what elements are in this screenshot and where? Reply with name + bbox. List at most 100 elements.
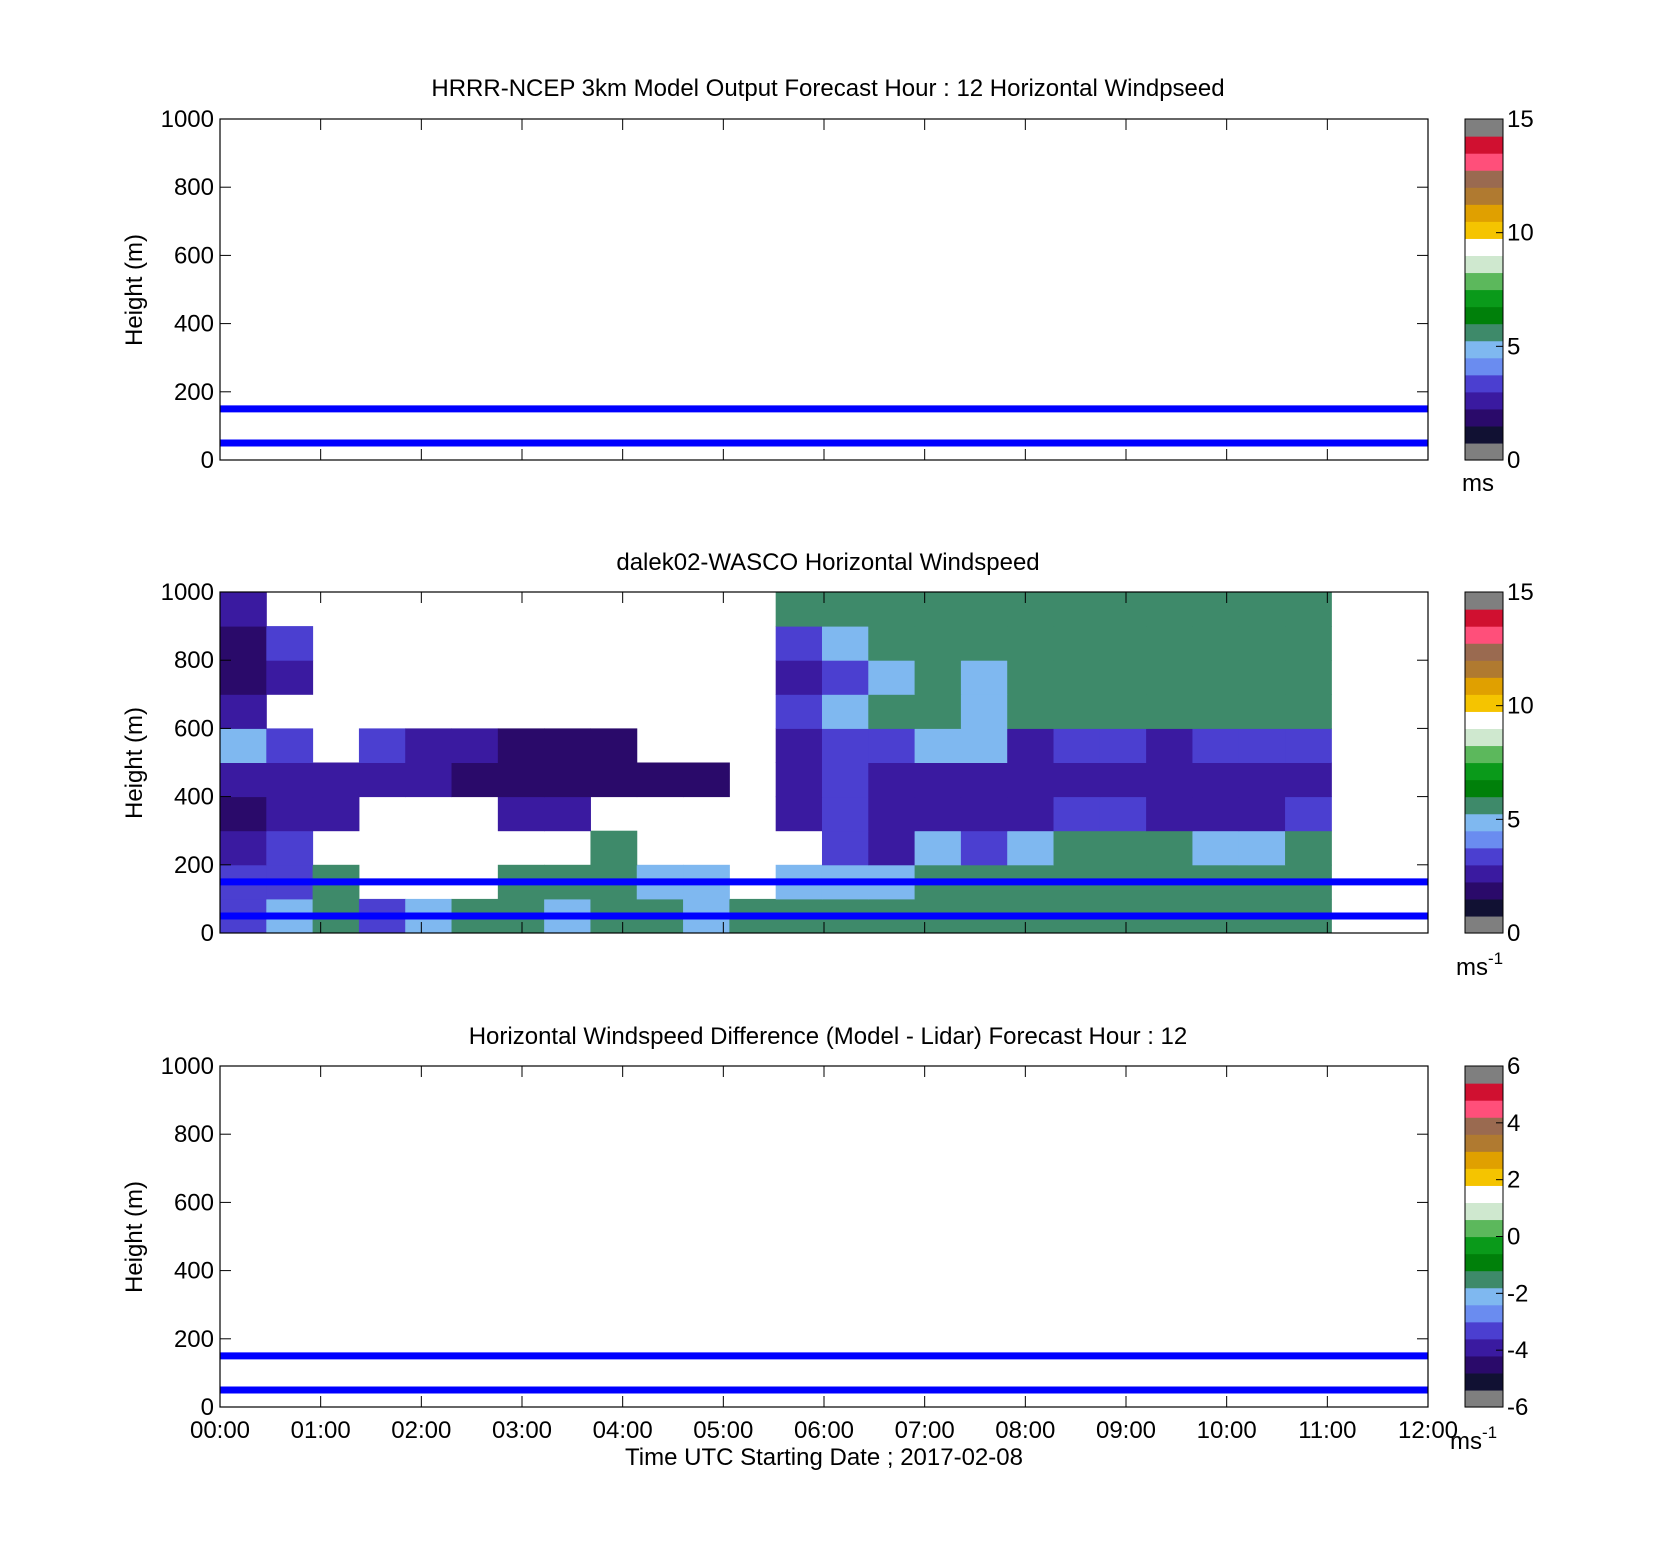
lidar-heatmap-cell [1099, 626, 1147, 661]
lidar-heatmap-cell [775, 660, 823, 695]
lidar-heatmap-cell [220, 626, 267, 661]
lidar-heatmap-cell [960, 694, 1008, 729]
difference-y-tick-label: 400 [174, 1258, 214, 1285]
lidar-heatmap-cell [544, 762, 591, 798]
lidar-heatmap-cell [636, 762, 684, 798]
difference-colorbar-swatch [1465, 1270, 1503, 1289]
lidar-heatmap-cell [1238, 796, 1286, 832]
lidar-heatmap-cell [1192, 592, 1240, 627]
difference-colorbar-swatch [1465, 1185, 1503, 1203]
lidar-heatmap-cell [960, 762, 1008, 798]
model-colorbar-swatch [1465, 170, 1503, 188]
lidar-heatmap-cell [1238, 592, 1286, 627]
difference-colorbar-swatch [1465, 1117, 1503, 1135]
lidar-heatmap-cell [1053, 830, 1101, 866]
lidar-heatmap-cell [1099, 830, 1147, 866]
difference-colorbar-swatch [1465, 1066, 1503, 1084]
lidar-y-axis-label: Height (m) [121, 707, 148, 819]
lidar-heatmap-cell [1285, 660, 1332, 695]
model-colorbar-swatch [1465, 357, 1503, 376]
model-colorbar-swatch [1465, 238, 1503, 256]
lidar-heatmap-cell [1192, 728, 1240, 763]
lidar-colorbar-swatch [1465, 796, 1503, 815]
difference-colorbar-tick-label: 2 [1507, 1167, 1520, 1194]
model-colorbar-swatch [1465, 289, 1503, 308]
lidar-heatmap-cell [1192, 660, 1240, 695]
lidar-heatmap-cell [1053, 626, 1101, 661]
lidar-heatmap-cell [220, 830, 267, 866]
lidar-colorbar-frame [1464, 591, 1504, 934]
lidar-colorbar-swatch [1465, 728, 1503, 747]
lidar-heatmap-cell [1053, 592, 1101, 627]
difference-reference-lines [220, 1352, 1428, 1394]
lidar-heatmap-cell [1192, 830, 1240, 866]
difference-colorbar-tick-label: 0 [1507, 1224, 1520, 1251]
lidar-heatmap-cell [914, 626, 962, 661]
difference-colorbar-swatch [1465, 1389, 1503, 1408]
model-panel: HRRR-NCEP 3km Model Output Forecast Hour… [121, 75, 1534, 497]
model-y-axis-label: Height (m) [121, 234, 148, 346]
model-colorbar-swatch [1465, 187, 1503, 205]
difference-x-tick-label: 03:00 [492, 1417, 552, 1444]
lidar-heatmap-cell [914, 796, 962, 832]
lidar-heatmap-cell [1192, 694, 1240, 729]
lidar-heatmap-cell [312, 762, 360, 798]
lidar-heatmap-cell [312, 796, 360, 832]
lidar-heatmap-cell [683, 762, 730, 798]
difference-colorbar-swatch [1465, 1100, 1503, 1118]
lidar-heatmap-cell [1099, 796, 1147, 832]
model-colorbar-unit: ms [1462, 470, 1494, 497]
lidar-heatmap-cell [1146, 830, 1193, 866]
difference-y-tick-label: 200 [174, 1326, 214, 1353]
difference-x-tick-label: 10:00 [1197, 1417, 1257, 1444]
lidar-heatmap-cell [960, 660, 1008, 695]
difference-colorbar-tick-label: 4 [1507, 1110, 1520, 1137]
lidar-heatmap-cell [451, 728, 499, 763]
lidar-heatmap-cell [1238, 660, 1286, 695]
lidar-heatmap-cell [821, 762, 869, 798]
lidar-heatmap-cell [266, 660, 314, 695]
lidar-heatmap-cell [821, 626, 869, 661]
difference-colorbar-swatch [1465, 1355, 1503, 1374]
lidar-heatmap-cell [1007, 762, 1055, 798]
lidar-heatmap-cell [497, 762, 545, 798]
model-y-tick-label: 200 [174, 379, 214, 406]
model-colorbar-swatch [1465, 306, 1503, 325]
lidar-colorbar-swatch [1465, 745, 1503, 764]
lidar-heatmap-cell [1007, 660, 1055, 695]
lidar-heatmap-cell [775, 626, 823, 661]
difference-x-tick-label: 11:00 [1298, 1417, 1356, 1444]
lidar-colorbar-swatch [1465, 711, 1503, 729]
lidar-colorbar-tick-label: 5 [1507, 806, 1520, 833]
lidar-y-tick-label: 600 [174, 715, 214, 742]
lidar-y-tick-label: 800 [174, 647, 214, 674]
model-colorbar-swatch [1465, 408, 1503, 427]
model-y-tick-label: 0 [201, 447, 214, 474]
difference-colorbar-swatch [1465, 1304, 1503, 1323]
lidar-heatmap-cell [1285, 694, 1332, 729]
lidar-heatmap-cell [1053, 694, 1101, 729]
lidar-heatmap-cell [497, 796, 545, 832]
model-colorbar-tick-label: 0 [1507, 447, 1520, 474]
lidar-colorbar-tick-label: 15 [1507, 579, 1534, 606]
difference-colorbar-swatch [1465, 1338, 1503, 1357]
lidar-heatmap-cell [868, 830, 916, 866]
model-colorbar-tick-label: 15 [1507, 106, 1534, 133]
lidar-heatmap-cell [821, 728, 869, 763]
lidar-heatmap-cell [1192, 626, 1240, 661]
difference-panel-title: Horizontal Windspeed Difference (Model -… [469, 1023, 1188, 1050]
model-colorbar-swatch [1465, 323, 1503, 342]
lidar-heatmap-cell [1146, 796, 1193, 832]
difference-colorbar: -6 -4 -2 0 2 4 6 [1464, 1053, 1528, 1421]
lidar-heatmap-cell [1146, 728, 1193, 763]
model-colorbar-frame [1464, 118, 1504, 461]
difference-y-ticks: 0 200 400 600 800 1000 [161, 1053, 1428, 1421]
difference-x-tick-label: 08:00 [995, 1417, 1055, 1444]
difference-colorbar-swatch [1465, 1219, 1503, 1238]
lidar-heatmap-cell [960, 728, 1008, 763]
lidar-heatmap-cell [1146, 694, 1193, 729]
lidar-panel-title: dalek02-WASCO Horizontal Windspeed [616, 549, 1039, 576]
lidar-y-tick-label: 400 [174, 784, 214, 811]
lidar-heatmap-cell [220, 762, 267, 798]
